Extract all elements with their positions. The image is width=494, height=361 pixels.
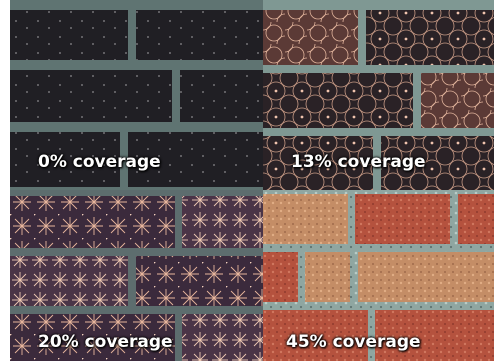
coverage-label-0: 0% coverage	[38, 152, 161, 172]
photo-grid: 0% coverage 13% coverage 20% coverage 45…	[10, 0, 494, 361]
panel-45-percent	[263, 190, 494, 361]
coverage-label-13: 13% coverage	[291, 152, 426, 172]
panel-20-percent	[10, 190, 263, 361]
brick-wall-image-45	[263, 190, 494, 361]
coverage-label-20: 20% coverage	[38, 332, 173, 352]
coverage-label-45: 45% coverage	[286, 332, 421, 352]
panel-0-percent	[10, 0, 263, 190]
brick-wall-image-0	[10, 0, 263, 190]
brick-wall-image-13	[263, 0, 494, 190]
brick-wall-image-20	[10, 190, 263, 361]
panel-13-percent	[263, 0, 494, 190]
